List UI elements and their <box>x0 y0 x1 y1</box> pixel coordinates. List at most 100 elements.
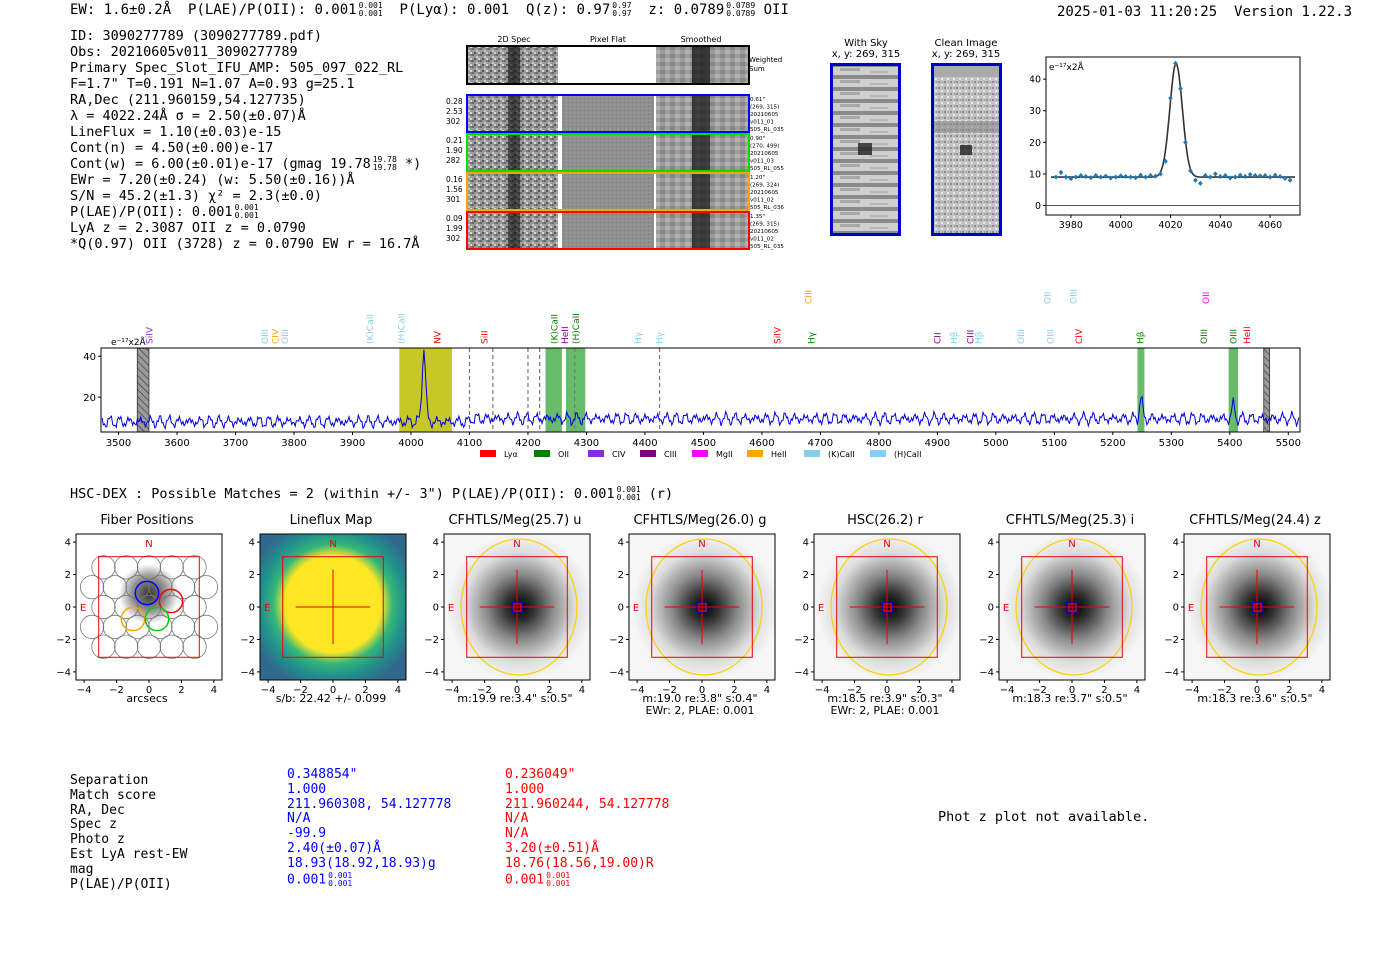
zoom-data-point <box>1123 173 1128 180</box>
zoom-data-point <box>1232 174 1238 180</box>
zoom-ytick-label: 0 <box>1035 201 1041 212</box>
fiber-circle <box>102 575 127 600</box>
cutout-right-value: 505_RL_055 <box>750 166 784 172</box>
compass-e: E <box>1003 603 1009 614</box>
panel-xtick-label: −4 <box>261 685 276 696</box>
compass-e: E <box>1188 603 1194 614</box>
cutout-right-value: 505_RL_036 <box>750 205 784 211</box>
spectrum-xtick-label: 4300 <box>574 438 599 449</box>
fiber-green <box>144 606 170 632</box>
match-value: N/A <box>505 826 529 842</box>
spectrum-ytick-label: 40 <box>83 352 96 363</box>
zoom-data-point <box>1193 177 1198 183</box>
spectrum-shaded-region <box>545 348 562 432</box>
spectral-line-label: CIII <box>805 290 815 304</box>
cutout-flat <box>562 212 654 249</box>
match-value: -99.9 <box>287 826 327 842</box>
panel-ytick-label: −4 <box>979 667 994 678</box>
spectrum-xtick-label: 5200 <box>1100 438 1125 449</box>
compass-e: E <box>633 603 639 614</box>
panel-caption: m:18.5 re:3.9" s:0.3" <box>827 692 943 705</box>
spectrum-xtick-label: 4700 <box>808 438 833 449</box>
zoom-data-point <box>1168 95 1173 101</box>
panel-xtick-label: 4 <box>764 685 770 696</box>
spectral-line-label: Hβ <box>950 331 960 344</box>
compass-e: E <box>448 603 454 614</box>
spectral-line-label: CII <box>933 332 943 344</box>
cutout-right-value: 20210605 <box>750 112 779 118</box>
panel-ytick-label: −4 <box>240 667 255 678</box>
legend-swatch <box>747 450 763 457</box>
zoom-data-point <box>1058 169 1064 175</box>
match-label: mag <box>70 861 94 877</box>
panel-xtick-label: −4 <box>815 685 830 696</box>
match-label: Spec z <box>70 817 117 833</box>
match-red-column: 0.236049" 1.000 211.960244, 54.127778 N/… <box>505 767 669 888</box>
legend-label: HeII <box>771 450 787 459</box>
legend-swatch <box>588 450 604 457</box>
spectrum-xtick-label: 4100 <box>457 438 482 449</box>
panel-xtick-label: 0 <box>146 685 152 696</box>
panel-ytick-label: 4 <box>803 538 809 549</box>
panel-ytick-label: 0 <box>618 603 624 614</box>
panel-ytick-label: 4 <box>988 538 994 549</box>
spectrum-xtick-label: 3600 <box>164 438 189 449</box>
fiber-circle <box>182 594 207 620</box>
spectral-line-label: (K)CaII <box>550 314 560 344</box>
qz-value: Q(z): 0.97 <box>525 2 611 18</box>
cutout-left-value: 1.56 <box>446 185 463 194</box>
zoom-data-point <box>1247 171 1253 178</box>
panel-xtick-label: 4 <box>1134 685 1140 696</box>
panel-ytick-label: 4 <box>249 538 255 549</box>
match-value: 0.236049" <box>505 767 576 782</box>
spectral-line-label: OIII <box>281 329 291 344</box>
zoom-line-chart: 3980 4000 4020 4040 4060 0 10 20 30 40 e⁻¹⁷x2Å <box>1030 56 1301 231</box>
zoom-data-point <box>1078 172 1084 179</box>
fiber-circle <box>182 634 207 659</box>
match-value: 211.960308, 54.127778 <box>287 796 452 812</box>
panel-xtick-label: −2 <box>1217 685 1232 696</box>
cutout-smooth-line <box>692 173 710 210</box>
aperture-ellipse <box>1200 538 1318 676</box>
fiber-blue <box>134 580 160 606</box>
with-sky-title: With Sky x, y: 269, 315 <box>831 38 901 60</box>
zoom-ytick-label: 10 <box>1030 169 1041 180</box>
panel-xtick-label: 4 <box>579 685 585 696</box>
panel-caption: m:19.0 re:3.8" s:0.4" <box>642 692 758 705</box>
legend-swatch <box>692 450 708 457</box>
match-box-blue <box>881 601 893 613</box>
spectral-line-label: OIII <box>1070 289 1080 304</box>
match-value: 18.76(18.56,19.00)R <box>505 855 654 871</box>
panel-xtick-label: −4 <box>1000 685 1015 696</box>
panel-xtick-label: 2 <box>731 685 737 696</box>
legend-label: CIV <box>612 450 626 459</box>
zoom-data-point <box>1163 158 1168 164</box>
legend-label: (H)CaII <box>894 450 921 459</box>
match-value: 0.001 0.001 0.001 <box>505 870 571 888</box>
zoom-data-point <box>1252 172 1258 179</box>
panel-xtick-label: 0 <box>1069 685 1075 696</box>
panel-xtick-label: −2 <box>847 685 862 696</box>
panel-ytick-label: −2 <box>240 635 255 646</box>
spectral-line-label: CIV <box>1075 328 1085 344</box>
panel-caption: m:18.3 re:3.6" s:0.5" <box>1197 692 1313 705</box>
match-value: 0.348854" <box>287 767 358 782</box>
panel-image: N E −4 −4 −2 −2 0 0 2 2 4 4 <box>979 533 1146 696</box>
zoom-data-point <box>1088 175 1094 181</box>
cutout-left-value: 0.21 <box>446 136 463 145</box>
fiber-circle <box>102 614 127 639</box>
info-lineflux: LineFlux = 1.10(±0.03)e-15 <box>70 124 282 140</box>
legend-swatch <box>480 450 496 457</box>
panel-ytick-label: 2 <box>803 570 809 581</box>
cutout-left-value: 1.99 <box>446 224 463 233</box>
cutout-left-value: 2.53 <box>446 107 463 116</box>
spectrum-xtick-label: 4400 <box>632 438 657 449</box>
match-box-red <box>1253 603 1262 612</box>
ew-value: EW: 1.6±0.2Å <box>70 2 172 18</box>
cutout-right-value: 20210605 <box>750 190 779 196</box>
image-panel: CFHTLS/Meg(25.3) i N E −4 −4 −2 −2 0 0 2 2 4 4 m:18.3… <box>975 513 1165 705</box>
fiber-circle <box>136 555 162 580</box>
zoom-data-point <box>1068 176 1074 182</box>
zoom-data-point <box>1203 172 1208 179</box>
